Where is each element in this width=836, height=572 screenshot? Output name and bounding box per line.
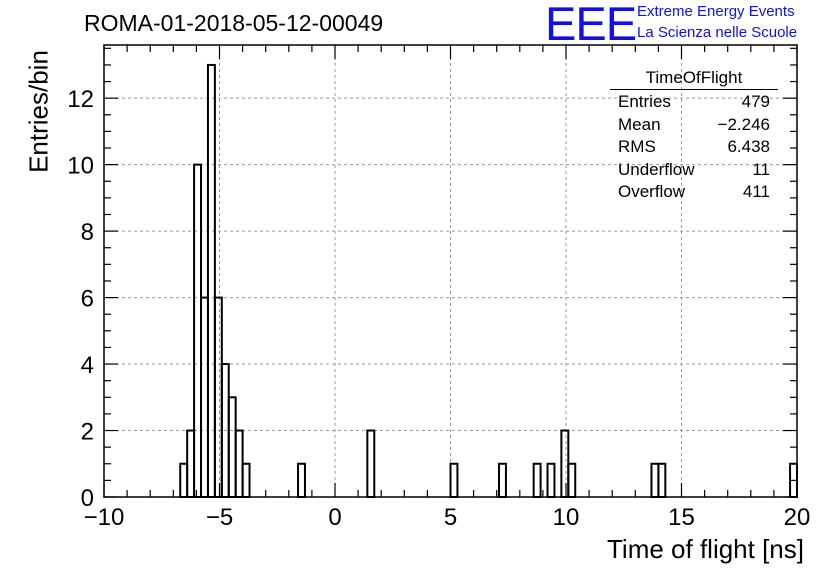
stats-value: 479 [741,92,770,111]
stats-title: TimeOfFlight [610,68,778,90]
histogram-bar [449,462,459,499]
y-tick-label: 2 [81,419,94,446]
stats-label: Entries [618,92,671,111]
stats-value: −2.246 [717,114,770,134]
x-tick-label: 15 [668,504,695,531]
y-tick-label: 10 [67,153,94,180]
stats-label: Underflow [618,159,695,179]
stats-label: Overflow [618,182,686,201]
histogram-bar [206,63,216,499]
x-tick-label: 0 [328,504,341,531]
histogram-bar [532,462,542,499]
y-tick-label: 4 [81,352,94,379]
histogram-bar [241,462,251,499]
histogram-bar [657,462,667,499]
histogram-bar [179,462,189,499]
y-axis-label: Entries/bin [23,50,54,173]
stats-row: Entries 479 [610,91,778,114]
logo-line-2: La Scienza nelle Scuole [637,24,798,41]
stats-value: 411 [742,182,770,201]
histogram-bar [193,163,203,498]
stats-value: 6.438 [727,137,770,156]
y-tick-label: 8 [81,219,94,246]
histogram-bar [297,462,306,499]
stats-row: Mean −2.246 [610,114,778,137]
histogram-bar [213,296,223,498]
x-tick-label: −10 [84,504,125,531]
histogram-bar [498,462,507,499]
y-tick-label: 6 [81,286,94,313]
x-tick-label: 20 [784,504,811,531]
y-tick-label: 0 [81,485,94,512]
histogram-bar [567,462,577,499]
eee-logo: EEE [545,0,637,50]
logo-line-1: Extreme Energy Events [637,3,795,20]
stats-box: TimeOfFlight Entries 479 Mean −2.246 RMS… [610,68,778,204]
histogram-bar [546,462,556,499]
stats-row: RMS 6.438 [610,136,778,159]
stats-label: RMS [618,137,656,156]
histogram-bar [650,462,660,499]
histogram-bar [186,429,196,499]
x-tick-label: −5 [206,504,233,531]
stats-label: Mean [618,114,661,134]
stats-row: Underflow 11 [610,159,778,182]
run-title: ROMA-01-2018-05-12-00049 [84,10,384,36]
stats-row: Overflow 411 [610,181,778,204]
histogram-bar [366,429,376,499]
histogram-bar [560,429,570,499]
histogram-bar [234,429,244,499]
y-tick-label: 12 [67,86,94,113]
histogram-bar [227,396,237,499]
x-tick-label: 5 [444,504,457,531]
histogram-bar [200,296,209,498]
x-axis-label: Time of flight [ns] [607,534,804,564]
x-tick-label: 10 [553,504,580,531]
stats-value: 11 [752,159,770,179]
